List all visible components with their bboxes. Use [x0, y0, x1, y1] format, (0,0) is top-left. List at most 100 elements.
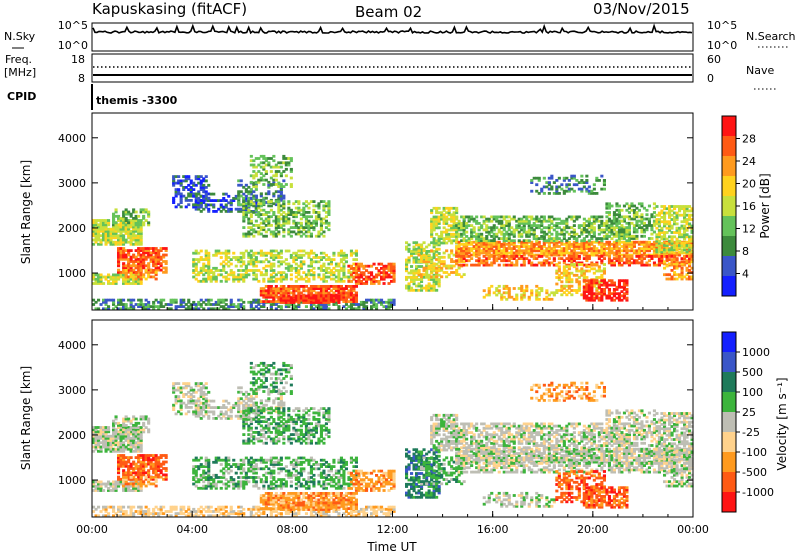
- power-cell: [94, 223, 98, 227]
- power-cell: [380, 275, 384, 279]
- power-cell: [129, 229, 133, 233]
- power-cell: [122, 217, 126, 220]
- power-cell: [134, 273, 138, 277]
- power-cell: [555, 239, 559, 243]
- power-cell: [450, 232, 454, 236]
- power-cell: [482, 239, 486, 243]
- power-cell: [267, 185, 271, 189]
- power-cell: [189, 179, 193, 183]
- power-cell: [127, 268, 131, 272]
- power-cell: [362, 273, 366, 277]
- power-cell: [252, 298, 256, 302]
- power-cell: [542, 263, 546, 267]
- power-cell: [437, 217, 441, 221]
- power-cell: [527, 245, 531, 248]
- power-cell: [117, 253, 121, 257]
- power-cell: [460, 224, 464, 227]
- power-cell: [347, 269, 351, 272]
- power-cell: [112, 236, 116, 240]
- power-cell: [199, 303, 203, 306]
- power-cell: [630, 237, 634, 240]
- power-cell: [214, 269, 218, 272]
- power-cell: [585, 242, 589, 246]
- power-cell: [445, 241, 449, 245]
- power-cell: [425, 262, 429, 266]
- power-cell: [663, 216, 667, 219]
- power-cell: [322, 269, 326, 272]
- power-cell: [194, 203, 198, 207]
- power-cell: [645, 224, 649, 227]
- power-cell: [192, 181, 196, 185]
- power-cell: [154, 247, 158, 250]
- power-cell: [107, 219, 111, 222]
- power-cell: [668, 222, 672, 226]
- power-cell: [480, 251, 484, 255]
- power-cell: [412, 250, 416, 253]
- power-cell: [627, 255, 631, 258]
- power-cell: [269, 295, 273, 299]
- power-cell: [272, 287, 276, 290]
- power-cell: [502, 224, 506, 227]
- power-cell: [640, 219, 644, 223]
- power-cell: [134, 240, 138, 244]
- power-cell: [174, 192, 178, 196]
- power-cell: [119, 273, 123, 277]
- power-cell: [272, 303, 276, 306]
- power-cell: [199, 258, 203, 261]
- power-cell: [334, 296, 338, 300]
- power-cell: [507, 247, 511, 250]
- power-cell: [362, 305, 366, 308]
- power-cell: [490, 226, 494, 230]
- power-cell: [274, 253, 278, 257]
- power-cell: [99, 303, 103, 306]
- power-cell: [94, 240, 98, 244]
- power-cell: [214, 253, 218, 257]
- power-cell: [595, 237, 599, 240]
- power-cell: [520, 242, 524, 246]
- power-cell: [670, 255, 674, 258]
- power-cell: [455, 232, 459, 236]
- power-cell: [119, 238, 123, 242]
- power-cell: [324, 271, 328, 274]
- power-cell: [560, 251, 564, 255]
- power-cell: [417, 265, 421, 268]
- power-cell: [274, 215, 278, 219]
- power-cell: [565, 240, 569, 244]
- power-cell: [302, 232, 306, 236]
- power-cell: [267, 291, 271, 295]
- power-cell: [622, 242, 626, 246]
- power-cell: [122, 247, 126, 250]
- power-cell: [122, 255, 126, 259]
- power-cell: [334, 287, 338, 290]
- power-cell: [500, 245, 504, 248]
- power-cell: [487, 251, 491, 255]
- power-cell: [279, 217, 283, 221]
- power-cell: [655, 235, 659, 239]
- power-cell: [322, 234, 326, 238]
- power-cell: [530, 232, 534, 236]
- power-cell: [99, 282, 103, 285]
- power-cell: [117, 242, 121, 246]
- power-cell: [162, 260, 166, 263]
- power-cell: [247, 269, 251, 272]
- power-cell: [142, 303, 146, 306]
- power-cell: [262, 277, 266, 281]
- power-cell: [557, 249, 561, 253]
- power-cell: [317, 301, 321, 304]
- power-cell: [535, 289, 539, 293]
- power-cell: [277, 208, 281, 212]
- power-cell: [540, 255, 544, 258]
- power-cell: [199, 201, 203, 205]
- power-cell: [284, 157, 288, 160]
- power-cell: [322, 206, 326, 210]
- power-cell: [430, 209, 434, 212]
- power-cell: [680, 244, 684, 247]
- power-cell: [299, 217, 303, 221]
- power-cell: [517, 251, 521, 255]
- power-cell: [660, 231, 664, 234]
- power-cell: [482, 215, 486, 219]
- power-cell: [530, 240, 534, 244]
- power-cell: [257, 298, 261, 302]
- power-cell: [592, 263, 596, 266]
- power-cell: [139, 266, 143, 270]
